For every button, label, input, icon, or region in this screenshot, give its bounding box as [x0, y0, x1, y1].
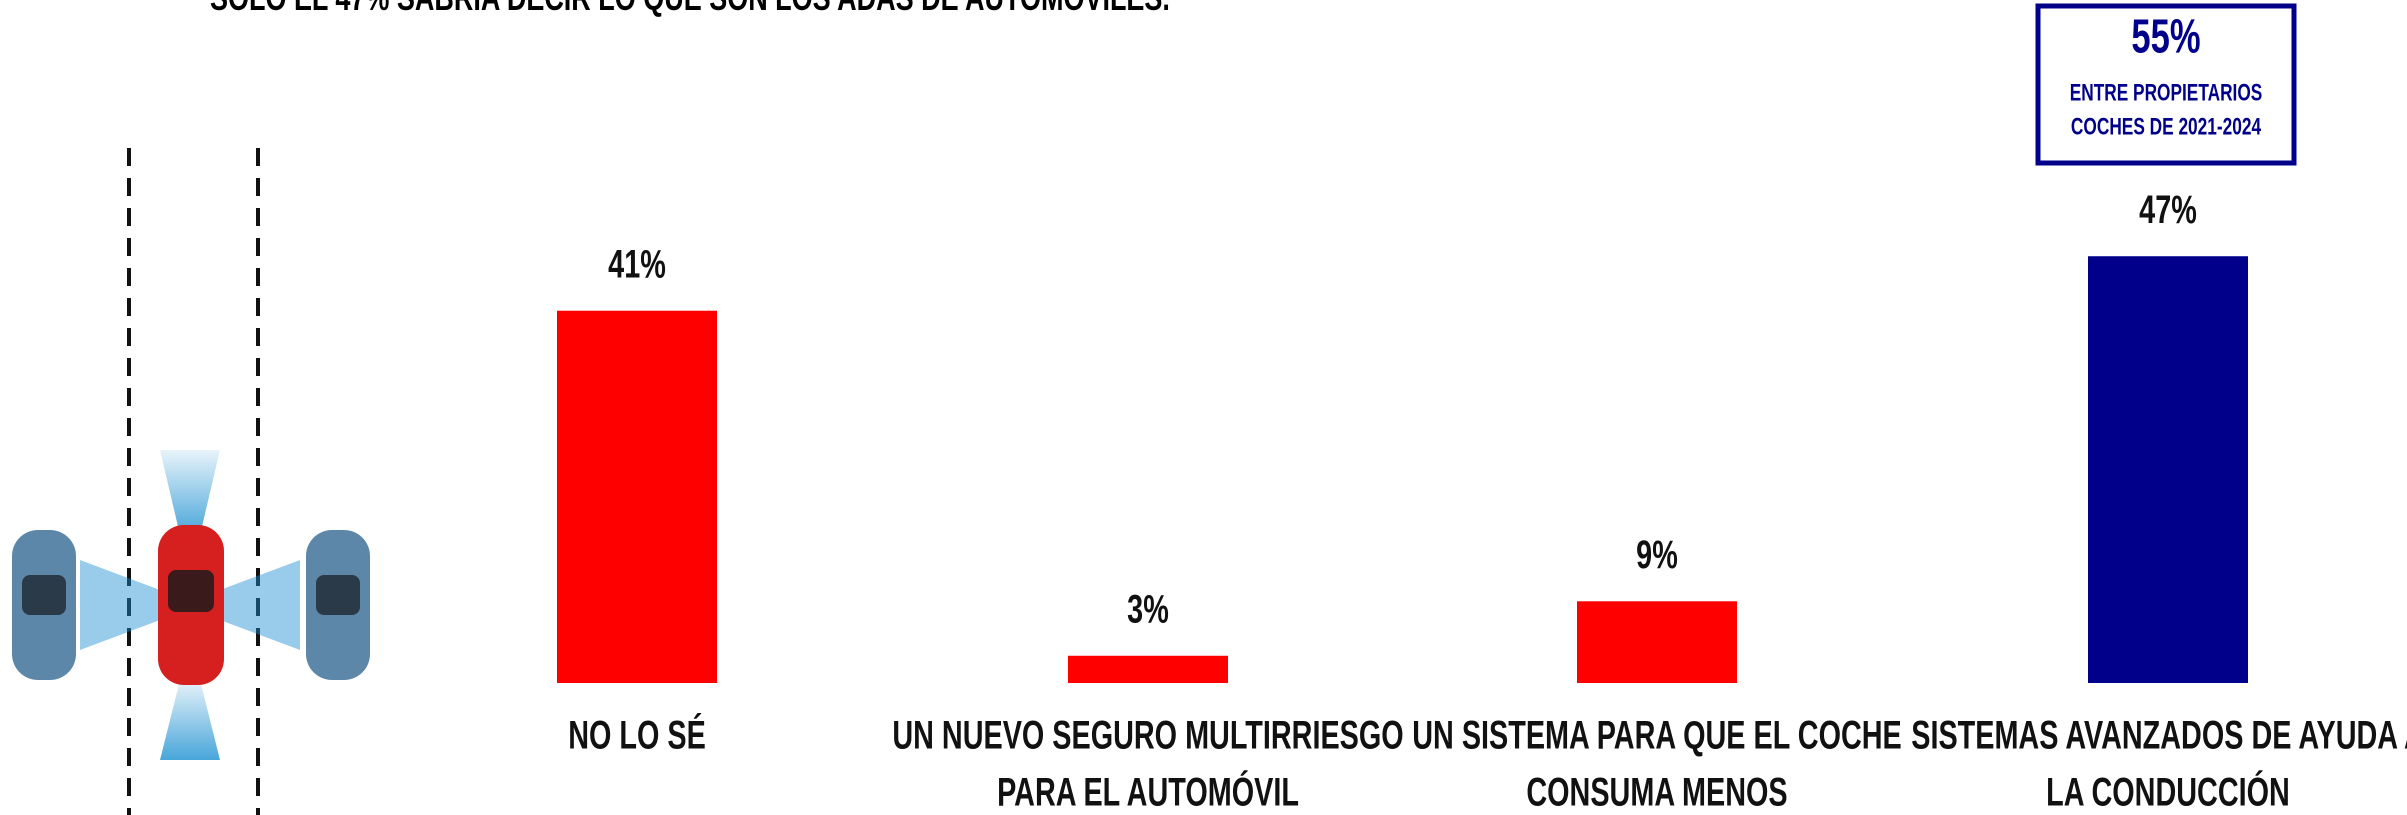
annotation	[2035, 3, 2297, 166]
category-label: PARA EL AUTOMÓVIL	[997, 769, 1299, 815]
bar	[2088, 256, 2248, 683]
category-label: UN NUEVO SEGURO MULTIRRIESGO	[892, 713, 1403, 758]
value-label: 3%	[1127, 587, 1169, 632]
annotation-text: ENTRE PROPIETARIOS	[2070, 80, 2263, 106]
category-label: UN SISTEMA PARA QUE EL COCHE	[1412, 713, 1902, 758]
value-label: 47%	[2139, 187, 2197, 232]
bar	[1577, 601, 1737, 683]
category-label: LA CONDUCCIÓN	[2046, 769, 2290, 815]
bar	[1068, 655, 1228, 683]
annotation-box	[2035, 3, 2297, 166]
car-illustration	[12, 148, 370, 815]
annotation-text: COCHES DE 2021-2024	[2071, 114, 2261, 140]
chart-title: SOLO EL 47% SABRÍA DECIR LO QUE SON LOS …	[210, 0, 1170, 18]
annotation-value: 55%	[2131, 9, 2200, 63]
value-label: 9%	[1636, 532, 1678, 577]
category-label: NO LO SÉ	[568, 712, 706, 758]
category-label: CONSUMA MENOS	[1526, 770, 1787, 815]
category-label: SISTEMAS AVANZADOS DE AYUDA A	[1911, 713, 2407, 758]
bar	[557, 310, 717, 683]
value-label: 41%	[608, 242, 666, 287]
